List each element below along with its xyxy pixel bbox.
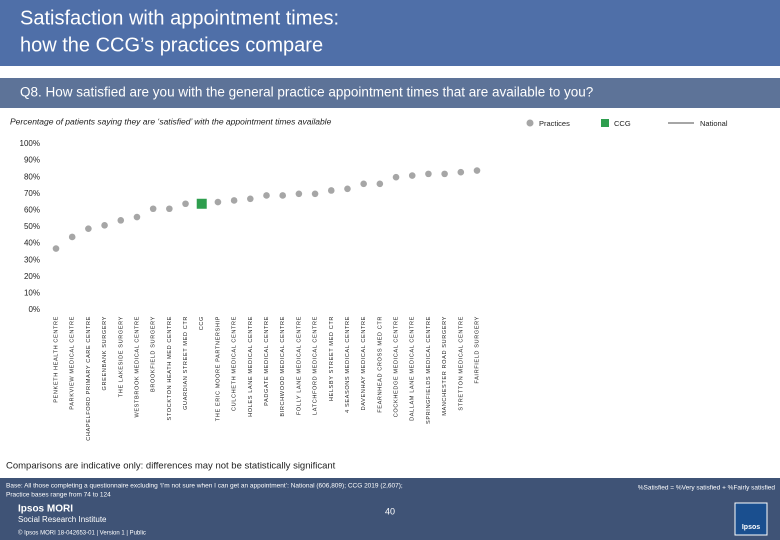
x-tick-label: 4 SEASONS MEDICAL CENTRE <box>345 316 351 413</box>
x-tick-label: PENKETH HEALTH CENTRE <box>53 316 59 403</box>
definition: %Satisfied = %Very satisfied + %Fairly s… <box>638 485 776 492</box>
practice-dot <box>425 170 432 178</box>
practice-dot <box>473 167 481 174</box>
practice-dot <box>344 185 351 193</box>
y-tick-label: 10% <box>24 289 40 298</box>
question-band <box>0 78 780 108</box>
y-tick-label: 90% <box>24 156 40 165</box>
practice-dot <box>149 205 157 213</box>
practice-dot <box>376 180 384 188</box>
x-tick-label: GUARDIAN STREET MED CTR <box>183 316 189 410</box>
x-tick-label: HELSBY STREET MED CTR <box>329 316 335 401</box>
logo-text: Ipsos <box>742 524 760 531</box>
y-tick-label: 20% <box>24 272 40 281</box>
x-tick-label: FAIRFIELD SURGERY <box>474 316 480 384</box>
subtitle: Percentage of patients saying they are ‘… <box>10 116 332 126</box>
x-tick-label: STOCKTON HEATH MED CENTRE <box>167 316 173 421</box>
practice-dot <box>263 192 270 199</box>
y-tick-label: 50% <box>24 222 40 231</box>
legend-label: CCG <box>614 119 631 128</box>
y-tick-label: 30% <box>24 255 40 264</box>
x-tick-label: THE ERIC MOORE PARTNERSHIP <box>215 316 221 421</box>
x-tick-label: CULCHETH MEDICAL CENTRE <box>232 316 238 411</box>
x-tick-label: WESTBROOK MEDICAL CENTRE <box>134 316 140 418</box>
practice-dot <box>457 168 465 176</box>
x-tick-label: COCKHEDGE MEDICAL CENTRE <box>394 316 400 417</box>
practice-dot <box>247 195 254 203</box>
y-tick-label: 80% <box>24 172 40 181</box>
practice-dot <box>230 197 238 204</box>
legend-label: Practices <box>539 119 570 128</box>
practice-dot <box>392 173 400 181</box>
x-tick-label: BIRCHWOOD MEDICAL CENTRE <box>280 316 286 417</box>
practice-dot <box>295 190 303 198</box>
y-tick-label: 60% <box>24 206 40 215</box>
question: Q8. How satisfied are you with the gener… <box>20 85 593 100</box>
x-tick-label: FOLLY LANE MEDICAL CENTRE <box>296 316 302 415</box>
practice-dot <box>133 213 141 221</box>
x-tick-label: PARKVIEW MEDICAL CENTRE <box>70 316 76 410</box>
practice-dot <box>441 170 448 178</box>
x-tick-label: SPRINGFIELDS MEDICAL CENTRE <box>426 316 432 424</box>
footer-band <box>0 478 780 540</box>
practice-dot <box>360 180 367 188</box>
practice-dot <box>182 200 189 208</box>
practice-dot <box>311 190 319 198</box>
title-band <box>0 0 780 66</box>
x-tick-label: BROOKFIELD SURGERY <box>151 316 157 392</box>
base-note: Practice bases range from 74 to 124 <box>6 492 111 499</box>
x-tick-label: PADGATE MEDICAL CENTRE <box>264 316 270 406</box>
practice-dot <box>101 222 108 229</box>
brand: Ipsos MORI <box>18 504 73 515</box>
x-tick-label: FEARNHEAD CROSS MED CTR <box>377 316 383 413</box>
legend-label: National <box>700 119 728 128</box>
x-tick-label: MANCHESTER ROAD SURGERY <box>442 316 448 416</box>
x-tick-label: STRETTON MEDICAL CENTRE <box>458 316 464 411</box>
brand: Social Research Institute <box>18 515 107 524</box>
page-number: 40 <box>385 506 395 516</box>
x-tick-label: THE LAKESIDE SURGERY <box>118 316 124 397</box>
x-tick-label: LATCHFORD MEDICAL CENTRE <box>313 316 319 415</box>
practice-dot <box>85 225 92 232</box>
title-line: Satisfaction with appointment times: <box>20 7 339 29</box>
title-line: how the CCG’s practices compare <box>20 34 323 56</box>
practice-dot <box>214 198 222 206</box>
legend-swatch <box>526 119 534 127</box>
ccg-marker <box>196 198 207 209</box>
x-tick-label: CHAPELFORD PRIMARY CARE CENTRE <box>86 316 92 441</box>
y-tick-label: 100% <box>20 139 40 148</box>
practice-dot <box>327 187 335 194</box>
practice-dot <box>166 205 173 213</box>
note: Comparisons are indicative only: differe… <box>6 461 336 472</box>
base-note: Base: All those completing a questionnai… <box>6 483 403 490</box>
practice-dot <box>408 172 416 179</box>
x-tick-label: DAVENHAY MEDICAL CENTRE <box>361 316 367 410</box>
practice-dot <box>52 245 60 252</box>
y-tick-label: 0% <box>28 305 40 314</box>
plot: 0% 10% 20% 30% 40% 50% 60% 70% 80% 90% 100% PENKETH… <box>20 119 728 441</box>
x-tick-label: CCG <box>199 316 205 330</box>
logo <box>734 502 768 536</box>
y-tick-label: 40% <box>24 239 40 248</box>
practice-dot <box>117 217 125 224</box>
copyright: © Ipsos MORI 18-042653-01 | Version 1 | … <box>18 530 146 537</box>
practice-dot <box>279 192 286 199</box>
practice-dot <box>68 233 76 241</box>
x-tick-label: GREENBANK SURGERY <box>102 316 108 390</box>
x-tick-label: HOLES LANE MEDICAL CENTRE <box>248 316 254 417</box>
legend-swatch <box>601 119 609 127</box>
x-tick-label: DALLAM LANE MEDICAL CENTRE <box>410 316 416 421</box>
y-tick-label: 70% <box>24 189 40 198</box>
